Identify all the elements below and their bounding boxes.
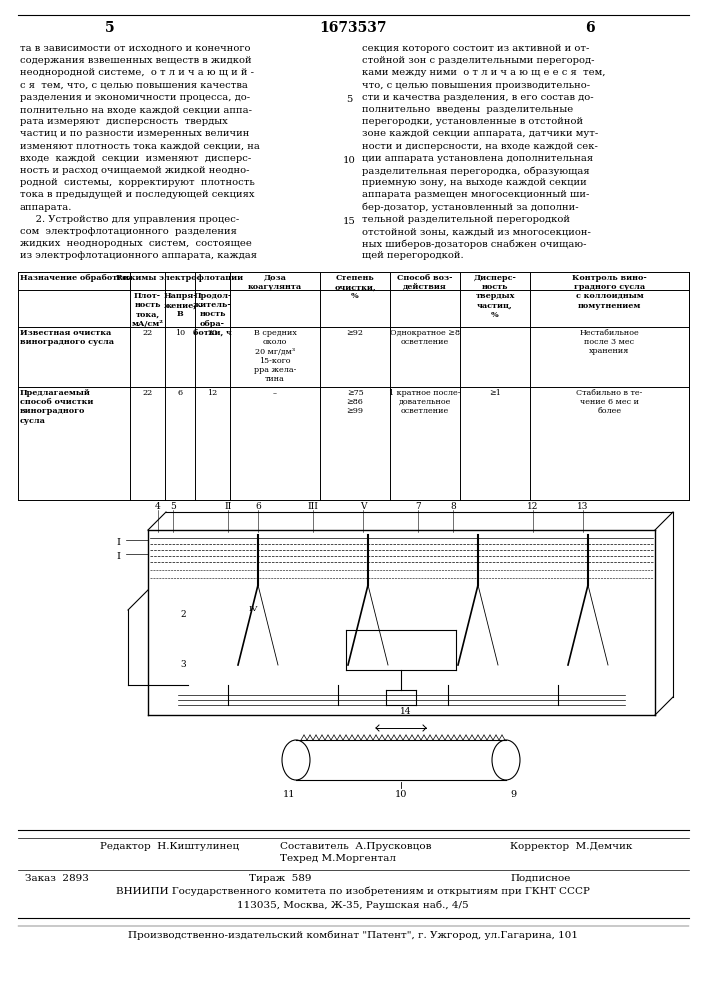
Text: 5: 5: [346, 95, 352, 104]
Text: полнительно  введены  разделительные: полнительно введены разделительные: [362, 105, 573, 114]
Text: Предлагаемый
способ очистки
виноградного
сусла: Предлагаемый способ очистки виноградного…: [20, 389, 93, 425]
Text: 6: 6: [585, 21, 595, 35]
Text: рата измеряют  дисперсность  твердых: рата измеряют дисперсность твердых: [20, 117, 228, 126]
Text: тельной разделительной перегородкой: тельной разделительной перегородкой: [362, 215, 570, 224]
Text: та в зависимости от исходного и конечного: та в зависимости от исходного и конечног…: [20, 44, 250, 53]
Text: 2: 2: [180, 610, 186, 619]
Text: Напря-
жение,
В: Напря- жение, В: [163, 292, 197, 318]
Text: 4: 4: [155, 502, 161, 511]
Text: Доза
коагулянта: Доза коагулянта: [248, 274, 302, 291]
Text: стойной зон с разделительными перегород-: стойной зон с разделительными перегород-: [362, 56, 595, 65]
Text: 5: 5: [170, 502, 176, 511]
Text: Назначение обработки: Назначение обработки: [20, 274, 129, 282]
Text: приемную зону, на выходе каждой секции: приемную зону, на выходе каждой секции: [362, 178, 587, 187]
Text: зоне каждой секции аппарата, датчики мут-: зоне каждой секции аппарата, датчики мут…: [362, 129, 598, 138]
Text: –: –: [273, 389, 277, 397]
Text: II: II: [224, 502, 232, 511]
Text: входе  каждой  секции  изменяют  дисперс-: входе каждой секции изменяют дисперс-: [20, 154, 251, 163]
Text: Стабильно в те-
чение 6 мес и
более: Стабильно в те- чение 6 мес и более: [576, 389, 643, 415]
Text: секция которого состоит из активной и от-: секция которого состоит из активной и от…: [362, 44, 590, 53]
Text: 113035, Москва, Ж-35, Раушская наб., 4/5: 113035, Москва, Ж-35, Раушская наб., 4/5: [237, 900, 469, 910]
Text: 10: 10: [395, 790, 407, 799]
Text: Степень
очистки,
%: Степень очистки, %: [334, 274, 376, 300]
Text: перегородки, установленные в отстойной: перегородки, установленные в отстойной: [362, 117, 583, 126]
Text: 20: 20: [207, 329, 218, 337]
Text: Нестабильное
после 3 мес
хранения: Нестабильное после 3 мес хранения: [580, 329, 639, 355]
Text: 22: 22: [142, 329, 153, 337]
Text: аппарата.: аппарата.: [20, 203, 72, 212]
Text: 12: 12: [527, 502, 539, 511]
Text: Составитель  А.Прусковцов: Составитель А.Прусковцов: [280, 842, 431, 851]
Text: Продол-
житель-
ность
обра-
ботки, ч: Продол- житель- ность обра- ботки, ч: [193, 292, 232, 337]
Text: 1673537: 1673537: [320, 21, 387, 35]
Text: ≥1: ≥1: [489, 389, 501, 397]
Text: ность и расход очищаемой жидкой неодно-: ность и расход очищаемой жидкой неодно-: [20, 166, 250, 175]
Text: полнительно на входе каждой секции аппа-: полнительно на входе каждой секции аппа-: [20, 105, 252, 114]
Text: III: III: [308, 502, 318, 511]
Text: Контроль вино-
градного сусла
с коллоидным
помутнением: Контроль вино- градного сусла с коллоидн…: [572, 274, 647, 310]
Text: что, с целью повышения производительно-: что, с целью повышения производительно-: [362, 81, 590, 90]
Text: Режимы электрофлотации: Режимы электрофлотации: [117, 274, 244, 282]
Text: ности и дисперсности, на входе каждой сек-: ности и дисперсности, на входе каждой се…: [362, 142, 598, 151]
Text: Известная очистка
виноградного сусла: Известная очистка виноградного сусла: [20, 329, 114, 346]
Text: ных шиберов-дозаторов снабжен очищаю-: ных шиберов-дозаторов снабжен очищаю-: [362, 239, 587, 249]
Text: Корректор  М.Демчик: Корректор М.Демчик: [510, 842, 632, 851]
Text: неоднородной системе,  о т л и ч а ю щ и й -: неоднородной системе, о т л и ч а ю щ и …: [20, 68, 254, 77]
Text: 2. Устройство для управления процес-: 2. Устройство для управления процес-: [20, 215, 239, 224]
Text: Производственно-издательский комбинат "Патент", г. Ужгород, ул.Гагарина, 101: Производственно-издательский комбинат "П…: [128, 930, 578, 940]
Text: 1 кратное после-
довательное
осветление: 1 кратное после- довательное осветление: [390, 389, 461, 415]
Text: из электрофлотационного аппарата, каждая: из электрофлотационного аппарата, каждая: [20, 251, 257, 260]
Text: 15: 15: [343, 217, 356, 226]
Text: содержания взвешенных веществ в жидкой: содержания взвешенных веществ в жидкой: [20, 56, 252, 65]
Text: ВНИИПИ Государственного комитета по изобретениям и открытиям при ГКНТ СССР: ВНИИПИ Государственного комитета по изоб…: [116, 887, 590, 896]
Text: родной  системы,  корректируют  плотность: родной системы, корректируют плотность: [20, 178, 255, 187]
Text: Заказ  2893: Заказ 2893: [25, 874, 89, 883]
Text: ками между ними  о т л и ч а ю щ е е с я  тем,: ками между ними о т л и ч а ю щ е е с я …: [362, 68, 605, 77]
Text: ≥75
≥86
≥99: ≥75 ≥86 ≥99: [346, 389, 363, 415]
Text: аппарата размещен многосекционный ши-: аппарата размещен многосекционный ши-: [362, 190, 590, 199]
Text: I: I: [116, 552, 120, 561]
Text: частиц и по разности измеренных величин: частиц и по разности измеренных величин: [20, 129, 250, 138]
Text: Плот-
ность
тока,
мА/см²: Плот- ность тока, мА/см²: [132, 292, 163, 328]
Text: 10: 10: [343, 156, 356, 165]
Text: 12: 12: [207, 389, 218, 397]
Text: Подписное: Подписное: [510, 874, 571, 883]
Text: V: V: [360, 502, 366, 511]
Text: Тираж  589: Тираж 589: [249, 874, 311, 883]
Text: 7: 7: [415, 502, 421, 511]
Text: 11: 11: [283, 790, 296, 799]
Text: бер-дозатор, установленный за дополни-: бер-дозатор, установленный за дополни-: [362, 203, 578, 212]
Text: 13: 13: [578, 502, 589, 511]
Text: 22: 22: [142, 389, 153, 397]
Text: 10: 10: [175, 329, 185, 337]
Text: I: I: [116, 538, 120, 547]
Text: тока в предыдущей и последующей секциях: тока в предыдущей и последующей секциях: [20, 190, 255, 199]
Text: Редактор  Н.Киштулинец: Редактор Н.Киштулинец: [100, 842, 239, 851]
Text: 6: 6: [255, 502, 261, 511]
Text: Способ воз-
действия: Способ воз- действия: [397, 274, 452, 291]
Text: 5: 5: [105, 21, 115, 35]
Text: В средних
около
20 мг/дм³
15-кого
рра жела-
тина: В средних около 20 мг/дм³ 15-кого рра же…: [254, 329, 296, 383]
Text: IV: IV: [248, 605, 257, 613]
Text: щей перегородкой.: щей перегородкой.: [362, 251, 464, 260]
Text: Однократное ≥8
осветление: Однократное ≥8 осветление: [390, 329, 460, 346]
Text: сти и качества разделения, в его состав до-: сти и качества разделения, в его состав …: [362, 93, 594, 102]
Text: 8: 8: [450, 502, 456, 511]
Text: изменяют плотность тока каждой секции, на: изменяют плотность тока каждой секции, н…: [20, 142, 260, 151]
Text: 3: 3: [180, 660, 186, 669]
Text: ции аппарата установлена дополнительная: ции аппарата установлена дополнительная: [362, 154, 593, 163]
Text: Дисперс-
ность
твердых
частиц,
%: Дисперс- ность твердых частиц, %: [474, 274, 516, 319]
Text: жидких  неоднородных  систем,  состоящее: жидких неоднородных систем, состоящее: [20, 239, 252, 248]
Text: отстойной зоны, каждый из многосекцион-: отстойной зоны, каждый из многосекцион-: [362, 227, 591, 236]
Text: ≥92: ≥92: [346, 329, 363, 337]
Text: Техред М.Моргентал: Техред М.Моргентал: [280, 854, 396, 863]
Text: с я  тем, что, с целью повышения качества: с я тем, что, с целью повышения качества: [20, 81, 248, 90]
Text: 14: 14: [400, 707, 411, 716]
Text: разделения и экономичности процесса, до-: разделения и экономичности процесса, до-: [20, 93, 250, 102]
Text: разделительная перегородка, образующая: разделительная перегородка, образующая: [362, 166, 590, 176]
Text: 9: 9: [510, 790, 516, 799]
Text: сом  электрофлотационного  разделения: сом электрофлотационного разделения: [20, 227, 237, 236]
Text: 6: 6: [177, 389, 182, 397]
